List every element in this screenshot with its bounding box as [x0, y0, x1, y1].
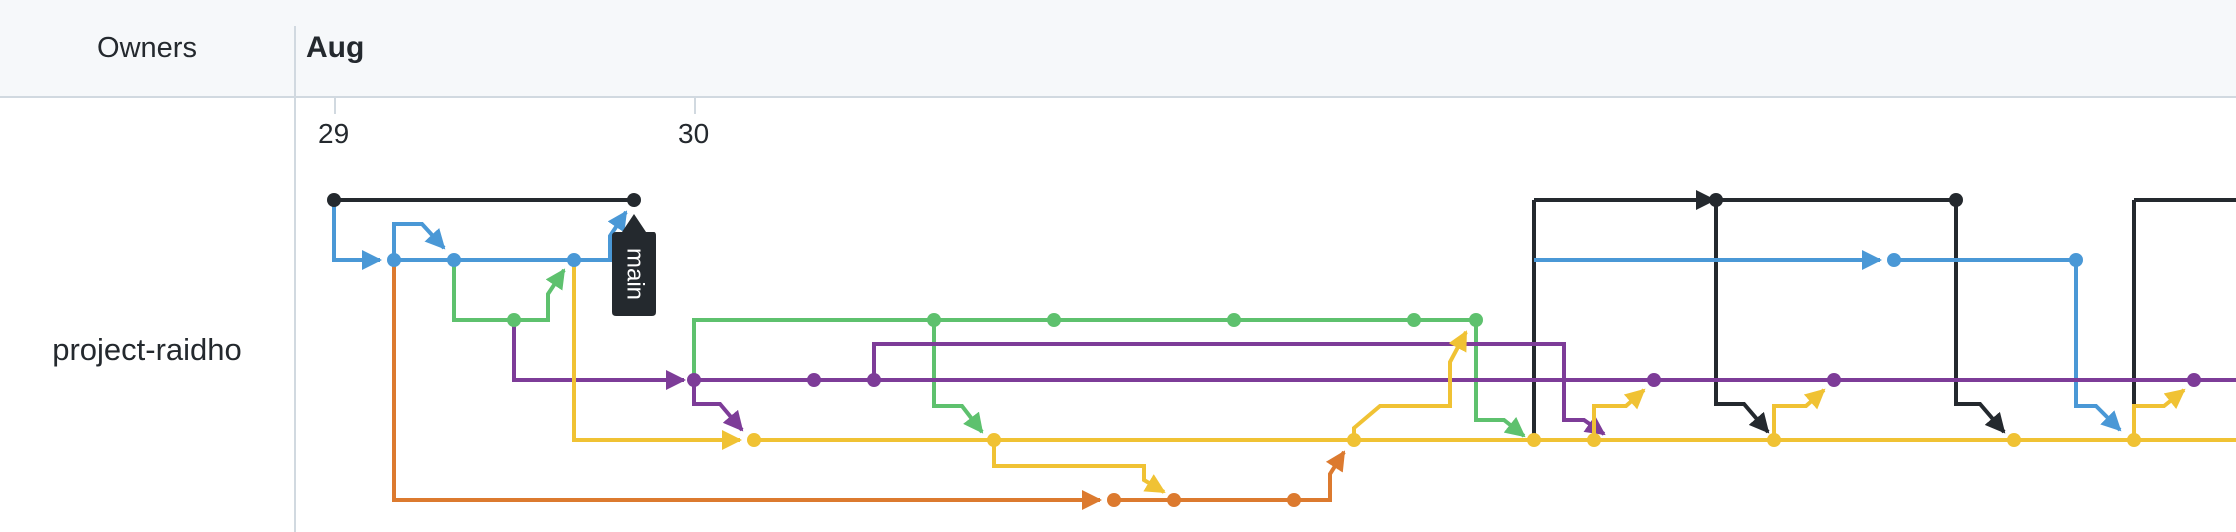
branch-tag-label: main — [622, 248, 649, 300]
commit-dot-orange[interactable] — [1167, 493, 1181, 507]
branch-line-orange-2 — [1114, 450, 1346, 502]
commit-dot-yellow[interactable] — [747, 433, 761, 447]
commit-dot-green[interactable] — [927, 313, 941, 327]
owners-column-header: Owners — [97, 31, 197, 64]
commit-dot-blue[interactable] — [1887, 253, 1901, 267]
commit-dot-green[interactable] — [1227, 313, 1241, 327]
commit-dot-orange[interactable] — [1287, 493, 1301, 507]
commit-dot-yellow[interactable] — [2007, 433, 2021, 447]
commit-dot-yellow[interactable] — [1347, 433, 1361, 447]
branch-line-purple-1 — [512, 320, 686, 390]
commit-dot-yellow[interactable] — [1767, 433, 1781, 447]
commit-dot-blue[interactable] — [447, 253, 461, 267]
commit-dot-green[interactable] — [1047, 313, 1061, 327]
branch-tag-main[interactable]: main — [612, 214, 656, 316]
merge-edge-black-2 — [1714, 200, 1770, 434]
day-tick-30 — [694, 98, 696, 114]
branch-line-orange-1 — [392, 260, 1102, 510]
commit-dot-blue[interactable] — [2069, 253, 2083, 267]
branch-line-yellow-5 — [1592, 388, 1646, 440]
commit-dot-green[interactable] — [507, 313, 521, 327]
branch-line-green-3 — [932, 320, 984, 434]
branch-line-purple-3 — [692, 380, 744, 432]
commit-dot-blue[interactable] — [387, 253, 401, 267]
month-label: Aug — [306, 31, 365, 64]
commit-dot-yellow[interactable] — [2127, 433, 2141, 447]
commit-dot-orange[interactable] — [1107, 493, 1121, 507]
commit-dot-yellow[interactable] — [987, 433, 1001, 447]
commit-dot-purple[interactable] — [1827, 373, 1841, 387]
branch-line-green-1 — [452, 260, 566, 322]
commit-dot-green[interactable] — [1469, 313, 1483, 327]
branch-line-yellow-6 — [1772, 388, 1826, 440]
commit-dot-black[interactable] — [1949, 193, 1963, 207]
commit-dot-black[interactable] — [327, 193, 341, 207]
day-tick-29 — [334, 98, 336, 114]
commit-dot-yellow[interactable] — [1587, 433, 1601, 447]
merge-edge-black-3 — [1954, 200, 2006, 434]
owners-column-divider — [294, 26, 296, 532]
branch-line-blue-5 — [1894, 258, 2122, 432]
branch-line-yellow-4 — [1352, 330, 1468, 440]
commit-dot-purple[interactable] — [687, 373, 701, 387]
commit-dot-purple[interactable] — [807, 373, 821, 387]
day-label-30: 30 — [678, 118, 710, 149]
commit-dot-purple[interactable] — [2187, 373, 2201, 387]
branch-line-yellow-1 — [572, 260, 742, 450]
owner-name[interactable]: project-raidho — [52, 332, 242, 367]
commit-dot-black[interactable] — [627, 193, 641, 207]
commit-dot-purple[interactable] — [1647, 373, 1661, 387]
branch-line-blue-1 — [332, 200, 382, 270]
day-label-29: 29 — [318, 118, 350, 149]
commit-dot-purple[interactable] — [867, 373, 881, 387]
commit-dot-black[interactable] — [1709, 193, 1723, 207]
commit-dots — [327, 193, 2201, 507]
branch-line-blue-2 — [394, 210, 628, 262]
branch-line-green-2 — [692, 318, 1526, 438]
branch-line-yellow-3 — [992, 440, 1166, 494]
network-graph-header: Owners Aug — [0, 0, 2236, 98]
branch-line-yellow-7 — [2132, 388, 2186, 440]
commit-dot-green[interactable] — [1407, 313, 1421, 327]
branch-line-blue-3 — [392, 222, 446, 260]
commit-dot-blue[interactable] — [567, 253, 581, 267]
branch-line-purple-4 — [872, 342, 1606, 436]
commit-dot-yellow[interactable] — [1527, 433, 1541, 447]
